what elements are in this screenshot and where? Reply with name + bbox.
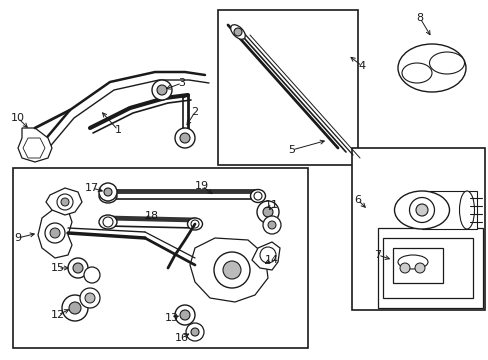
Circle shape <box>175 128 195 148</box>
Polygon shape <box>23 138 45 158</box>
Circle shape <box>157 85 167 95</box>
Circle shape <box>62 295 88 321</box>
Circle shape <box>253 192 262 200</box>
Circle shape <box>68 258 88 278</box>
Polygon shape <box>38 208 72 258</box>
Polygon shape <box>46 188 82 215</box>
Circle shape <box>69 302 81 314</box>
Polygon shape <box>18 128 52 162</box>
Circle shape <box>57 194 73 210</box>
Circle shape <box>80 288 100 308</box>
Bar <box>351 148 484 310</box>
Ellipse shape <box>397 44 465 92</box>
Ellipse shape <box>230 25 245 39</box>
Circle shape <box>103 217 113 227</box>
Ellipse shape <box>459 191 473 229</box>
Text: 19: 19 <box>195 181 209 191</box>
Text: 6: 6 <box>354 195 361 205</box>
Ellipse shape <box>408 198 434 222</box>
Circle shape <box>85 293 95 303</box>
Text: 8: 8 <box>416 13 423 23</box>
Ellipse shape <box>415 204 427 216</box>
Text: 3: 3 <box>178 78 185 88</box>
Circle shape <box>399 263 409 273</box>
Text: 16: 16 <box>175 333 189 343</box>
Bar <box>377 228 482 308</box>
Circle shape <box>45 223 65 243</box>
Text: 4: 4 <box>358 61 365 71</box>
Text: 12: 12 <box>51 310 65 320</box>
Bar <box>410 62 416 78</box>
Bar <box>382 238 472 298</box>
Circle shape <box>103 191 113 201</box>
Ellipse shape <box>99 189 117 203</box>
Ellipse shape <box>428 52 464 74</box>
Circle shape <box>84 267 100 283</box>
Ellipse shape <box>99 215 117 229</box>
Circle shape <box>267 221 275 229</box>
Bar <box>421 191 476 229</box>
Text: 1: 1 <box>114 125 121 135</box>
Text: 9: 9 <box>15 233 21 243</box>
Circle shape <box>99 183 117 201</box>
Circle shape <box>180 133 190 143</box>
Text: 7: 7 <box>374 250 381 260</box>
Circle shape <box>214 252 249 288</box>
Ellipse shape <box>394 191 448 229</box>
Circle shape <box>104 188 112 196</box>
Text: 18: 18 <box>144 211 159 221</box>
Text: 2: 2 <box>191 107 198 117</box>
Circle shape <box>50 228 60 238</box>
Circle shape <box>73 263 83 273</box>
Circle shape <box>152 80 172 100</box>
Text: 10: 10 <box>11 113 25 123</box>
Circle shape <box>234 28 242 36</box>
Bar <box>392 248 442 283</box>
Bar <box>13 168 307 348</box>
Circle shape <box>175 305 195 325</box>
Text: 13: 13 <box>164 313 179 323</box>
Text: 11: 11 <box>264 200 279 210</box>
Polygon shape <box>251 242 280 270</box>
Ellipse shape <box>187 218 202 230</box>
Bar <box>420 62 426 78</box>
Circle shape <box>263 216 281 234</box>
Text: 15: 15 <box>51 263 65 273</box>
Text: 17: 17 <box>85 183 99 193</box>
Circle shape <box>191 220 199 228</box>
Bar <box>218 10 357 165</box>
Circle shape <box>180 310 190 320</box>
Ellipse shape <box>397 255 427 269</box>
Circle shape <box>260 247 275 263</box>
Circle shape <box>223 261 241 279</box>
Ellipse shape <box>250 189 265 202</box>
Ellipse shape <box>401 63 431 83</box>
Circle shape <box>414 263 424 273</box>
Text: 5: 5 <box>288 145 295 155</box>
Circle shape <box>257 201 279 223</box>
Polygon shape <box>190 238 267 302</box>
Bar <box>430 62 436 78</box>
Circle shape <box>263 207 272 217</box>
Circle shape <box>185 323 203 341</box>
Text: 14: 14 <box>264 255 279 265</box>
Circle shape <box>61 198 69 206</box>
Circle shape <box>191 328 199 336</box>
Bar <box>440 62 446 78</box>
